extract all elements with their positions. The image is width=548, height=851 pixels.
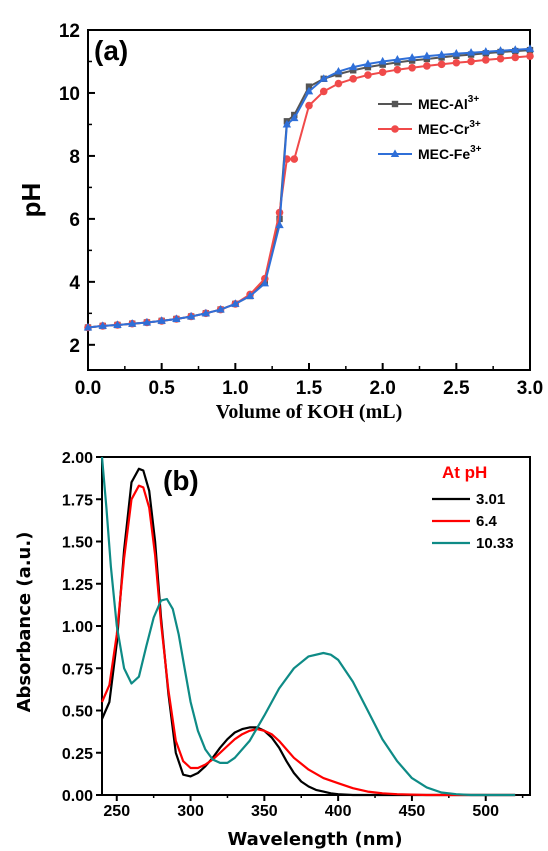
panel-b-y-tick-label: 1.75 [62, 492, 93, 509]
series-mec-cr-point [379, 68, 387, 76]
legend-label-mec-fe: MEC-Fe3+ [418, 144, 482, 162]
panel-b-legend: At pH 3.01 6.4 10.33 [432, 463, 514, 552]
legend-label-mec-al: MEC-Al3+ [418, 94, 479, 112]
panel-b-x-tick-label: 500 [472, 803, 499, 820]
panel-b-x-tick-label: 400 [325, 803, 352, 820]
panel-b-y-tick-label: 0.75 [62, 661, 93, 678]
panel-a-series-group [84, 44, 534, 331]
legend-superscript-mec-al: 3+ [468, 94, 480, 105]
panel-b-legend-title: At pH [442, 463, 487, 482]
series-mec-cr-point [526, 52, 534, 60]
panel-a-y-tick-label: 10 [59, 84, 80, 105]
panel-a-x-tick-label: 3.0 [517, 378, 543, 399]
series-mec-cr-point [364, 71, 372, 79]
panel-b-y-tick-label: 0.50 [62, 704, 93, 721]
legend-label-ph-3-01: 3.01 [476, 491, 505, 508]
panel-a-y-tick-label: 8 [69, 147, 80, 168]
legend-label-ph-6-4: 6.4 [476, 513, 498, 530]
series-mec-fe [84, 44, 534, 330]
panel-b-x-tick-label: 350 [251, 803, 278, 820]
panel-b-x-tick-label: 300 [177, 803, 204, 820]
panel-b-y-tick-label: 0.25 [62, 746, 93, 763]
panel-a-x-tick-label: 2.5 [443, 378, 470, 399]
panel-b-series-group [102, 457, 515, 795]
series-mec-cr-point [453, 59, 461, 67]
legend-superscript-mec-cr: 3+ [469, 119, 481, 130]
series-ph-3-01-line [102, 469, 515, 795]
panel-a-x-tick-label: 1.0 [222, 378, 248, 399]
legend-label-ph-10-33: 10.33 [476, 535, 514, 552]
panel-b-x-tick-label: 450 [399, 803, 426, 820]
series-mec-cr-point [497, 55, 505, 63]
panel-b-absorbance-chart: 250 300 350 400 450 500 0.00 0.25 0.50 0.75 1.00 1.… [14, 450, 530, 850]
panel-a-y-tick-label: 6 [69, 210, 80, 231]
panel-b-y-tick-label: 1.00 [62, 619, 93, 636]
panel-a-titration-chart: 0.0 0.5 1.0 1.5 2.0 2.5 3.0 2 4 6 8 10 12 (a) Volume… [16, 21, 543, 423]
panel-a-axis-ticks: 0.0 0.5 1.0 1.5 2.0 2.5 3.0 2 4 6 8 10 12 [59, 21, 543, 399]
panel-b-y-tick-label: 0.00 [62, 788, 93, 805]
panel-a-y-tick-label: 4 [69, 273, 80, 294]
series-mec-cr-point [511, 54, 519, 62]
panel-a-label: (a) [94, 35, 128, 66]
legend-marker-mec-al [392, 101, 398, 107]
series-mec-cr-point [349, 75, 357, 83]
series-mec-cr-point [305, 102, 313, 110]
series-mec-cr-point [335, 80, 343, 88]
panel-b-x-tick-label: 250 [103, 803, 130, 820]
panel-b-plot-frame [102, 457, 530, 795]
panel-a-y-tick-label: 12 [59, 21, 80, 42]
legend-marker-mec-cr [391, 125, 399, 133]
series-ph-6-4-line [102, 486, 515, 795]
panel-a-y-tick-label: 2 [69, 336, 80, 357]
panel-b-y-axis-title: Absorbance (a.u.) [14, 532, 35, 713]
panel-b-x-axis-title: Wavelength (nm) [227, 829, 402, 850]
legend-superscript-mec-fe: 3+ [470, 144, 482, 155]
panel-b-y-tick-label: 1.25 [62, 577, 93, 594]
panel-a-x-tick-label: 2.0 [369, 378, 395, 399]
legend-label-mec-cr: MEC-Cr3+ [418, 119, 481, 137]
series-ph-10-33-line [102, 457, 515, 795]
panel-a-plot-frame [88, 30, 530, 370]
panel-a-x-tick-label: 0.5 [148, 378, 175, 399]
series-mec-cr-point [482, 56, 490, 64]
panel-b-label: (b) [163, 465, 199, 496]
panel-a-x-tick-label: 1.5 [296, 378, 323, 399]
panel-a-x-tick-label: 0.0 [75, 378, 101, 399]
series-mec-cr-point [394, 66, 402, 74]
series-mec-cr-point [320, 88, 328, 96]
panel-a-x-axis-title: Volume of KOH (mL) [216, 401, 402, 423]
series-mec-cr-point [438, 61, 446, 69]
panel-a-legend: MEC-Al3+ MEC-Cr3+ MEC-Fe3+ [378, 94, 482, 162]
series-mec-cr-point [423, 62, 431, 70]
panel-a-y-axis-title: pH [16, 183, 46, 218]
series-mec-cr-point [290, 155, 298, 163]
series-mec-cr-point [467, 58, 475, 66]
series-mec-cr-point [408, 64, 416, 72]
panel-b-y-tick-label: 1.50 [62, 535, 93, 552]
panel-b-y-tick-label: 2.00 [62, 450, 93, 467]
